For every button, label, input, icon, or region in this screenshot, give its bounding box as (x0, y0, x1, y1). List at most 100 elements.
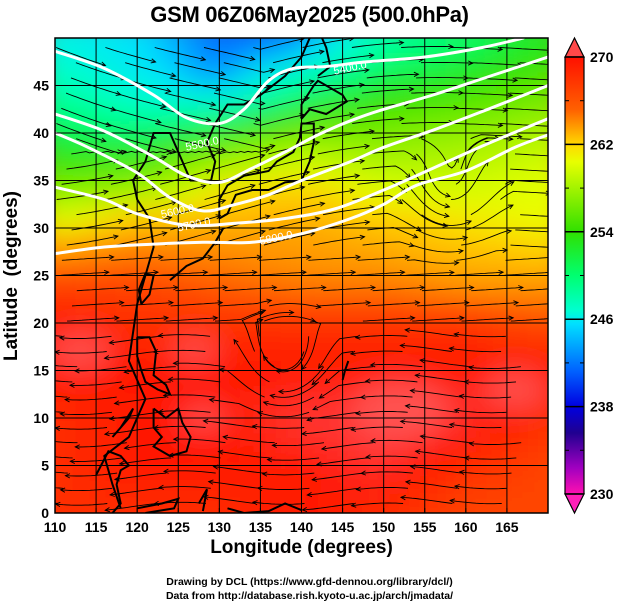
field-cell (75, 441, 97, 467)
field-cell (96, 38, 118, 63)
field-cell (383, 38, 406, 40)
field-cell (527, 323, 548, 348)
coastline (317, 38, 332, 77)
streamline (455, 107, 508, 111)
field-cell (55, 61, 77, 87)
coastline (169, 227, 225, 282)
streamline (469, 442, 522, 445)
streamline (405, 329, 457, 337)
streamline-arrow (269, 393, 276, 399)
streamline-arrow (113, 400, 120, 406)
field-cell (75, 370, 97, 396)
streamline (114, 396, 167, 404)
field-cell (527, 38, 548, 40)
y-tick-label: 35 (33, 173, 49, 189)
streamline-arrow (359, 394, 366, 400)
field-cell (116, 180, 139, 206)
field-cell (157, 85, 180, 111)
field-cell (219, 61, 241, 87)
contour-line-5400 (55, 38, 525, 126)
warm-patch (55, 331, 112, 372)
field-cell (178, 85, 200, 111)
streamline-arrow (7, 495, 12, 499)
streamline-arrow (170, 148, 177, 154)
streamline (400, 496, 453, 504)
field-cell (178, 61, 200, 87)
streamline (317, 145, 370, 155)
field-cell (445, 38, 467, 40)
field-cell (424, 180, 447, 206)
streamline (514, 153, 548, 157)
y-tick-label: 15 (33, 363, 49, 379)
streamline (165, 317, 218, 322)
field-cell (424, 323, 447, 348)
streamline-arrow (249, 183, 256, 189)
field-cell (260, 394, 282, 420)
field-cell (301, 180, 323, 206)
field-cell (383, 346, 406, 372)
streamline (401, 199, 448, 227)
colorbar-tick-label: 254 (590, 224, 614, 240)
streamline (153, 425, 206, 429)
streamline (416, 153, 451, 197)
field-cell (55, 465, 77, 491)
field-cell (219, 346, 241, 372)
streamline-arrow (166, 149, 173, 156)
field-cell (260, 465, 282, 491)
streamline-arrow (453, 260, 460, 266)
streamline-arrow (160, 103, 167, 109)
streamline-arrow (445, 192, 452, 198)
streamline (213, 466, 266, 474)
field-cell (55, 370, 77, 396)
streamline (454, 333, 506, 338)
field-cell (55, 156, 77, 182)
field-cell (157, 38, 180, 63)
streamline-arrow (166, 215, 173, 221)
streamline (61, 107, 111, 127)
colorbar-tick-label: 246 (590, 311, 614, 327)
streamline (302, 427, 354, 435)
streamline (303, 271, 356, 276)
streamline-arrow (448, 422, 455, 428)
field-cell (465, 465, 488, 491)
field-cell (198, 38, 221, 63)
streamline-arrow (103, 355, 110, 361)
streamline (400, 420, 453, 428)
field-cell (178, 38, 200, 63)
streamline-arrow (107, 174, 114, 180)
y-axis-ticks: 0 5 10 15 20 25 30 35 40 45 (33, 78, 60, 521)
streamline (366, 73, 419, 79)
contour-line-5600 (55, 84, 548, 213)
streamline-arrow (364, 219, 371, 226)
streamline-arrow (215, 86, 222, 92)
field-cell (383, 299, 406, 325)
coastline (197, 488, 208, 512)
streamline (420, 359, 472, 368)
field-cell (527, 418, 548, 443)
streamline (464, 457, 517, 460)
field-cell (178, 228, 200, 253)
streamline (372, 212, 422, 231)
streamline-arrow (117, 218, 124, 224)
streamline (465, 137, 513, 155)
streamline-arrow (266, 457, 273, 463)
streamline (164, 154, 216, 170)
streamline-arrow (364, 378, 371, 384)
streamline (71, 302, 124, 307)
field-cell (383, 228, 406, 253)
streamline-arrow (165, 87, 172, 93)
streamline-arrow (69, 458, 76, 464)
field-cell (137, 38, 159, 40)
streamline (110, 107, 162, 123)
field-cell (445, 441, 467, 467)
field-cell (424, 228, 447, 253)
field-cell (486, 323, 508, 348)
field-cell (137, 38, 159, 63)
streamline-arrow (558, 316, 563, 320)
field-cell (424, 133, 447, 158)
streamline (410, 389, 462, 398)
field-cell (363, 441, 385, 467)
streamline (263, 80, 315, 94)
colorbar-tick-label: 230 (590, 486, 614, 502)
streamline-arrow (104, 507, 111, 513)
